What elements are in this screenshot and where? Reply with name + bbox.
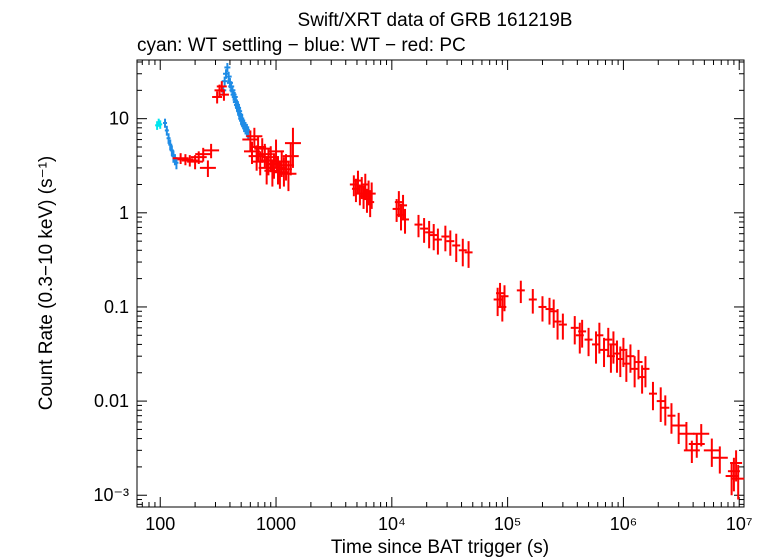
data-point (528, 289, 537, 314)
x-tick-label: 10⁶ (610, 514, 637, 534)
data-point (670, 412, 687, 445)
data-point (619, 337, 628, 368)
data-point (446, 230, 455, 256)
data-point (224, 63, 231, 73)
data-point (199, 160, 216, 178)
data-point (711, 446, 728, 474)
data-point (401, 208, 410, 234)
data-point (429, 224, 438, 251)
data-point (452, 233, 461, 263)
data-point (730, 450, 743, 482)
data-point (420, 218, 429, 243)
data-point (164, 125, 169, 136)
data-point (168, 139, 173, 151)
data-point (464, 241, 473, 268)
x-tick-labels: 100 1000 10⁴ 10⁵ 10⁶ 10⁷ (145, 514, 752, 534)
data-point (622, 351, 631, 382)
data-point (367, 182, 376, 209)
data-point (212, 91, 223, 104)
data-point (693, 424, 710, 447)
x-tick-label: 1000 (256, 514, 296, 534)
x-axis-label: Time since BAT trigger (s) (331, 537, 549, 558)
data-point (553, 309, 562, 340)
data-point (414, 214, 423, 238)
data-point (703, 438, 720, 467)
y-tick-label: 1 (119, 203, 129, 223)
y-tick-label: 10⁻³ (93, 485, 129, 505)
data-point (433, 228, 442, 255)
data-point (656, 387, 665, 422)
axis-ticks (137, 60, 744, 507)
data-point (441, 225, 450, 252)
data-point (353, 170, 362, 194)
data-point (216, 81, 227, 93)
data-point (496, 282, 505, 307)
data-point (648, 381, 657, 411)
data-point (549, 299, 558, 328)
x-tick-label: 10⁴ (378, 514, 406, 534)
data-point (282, 143, 299, 176)
y-axis-label: Count Rate (0.3−10 keV) (s⁻¹) (36, 156, 57, 411)
data-point (661, 395, 670, 426)
data-point (545, 297, 554, 325)
data-points (155, 63, 745, 500)
data-point (225, 71, 232, 83)
y-tick-label: 0.01 (94, 391, 129, 411)
data-point (366, 191, 375, 218)
data-point (203, 143, 220, 159)
data-point (218, 89, 229, 101)
data-point (584, 327, 593, 357)
data-point (425, 220, 434, 249)
data-point (280, 161, 297, 192)
y-tick-label: 0.1 (104, 297, 129, 317)
series-pc (172, 81, 745, 500)
data-point (458, 238, 467, 267)
y-tick-label: 10 (109, 109, 129, 129)
data-point (604, 327, 613, 357)
data-point (626, 344, 635, 373)
series-wt-settling (155, 118, 163, 130)
data-point (500, 285, 509, 312)
data-point (634, 349, 643, 380)
data-point (273, 150, 290, 178)
data-point (558, 313, 567, 340)
data-point (678, 421, 695, 451)
plot-frame (136, 59, 745, 508)
data-point (166, 133, 171, 144)
data-point (538, 296, 547, 322)
data-point (158, 120, 163, 129)
data-point (284, 127, 301, 168)
data-point (630, 356, 639, 388)
data-point (570, 316, 579, 345)
data-point (578, 319, 587, 348)
data-point (595, 322, 604, 354)
x-tick-label: 100 (145, 514, 175, 534)
x-tick-label: 10⁵ (494, 514, 521, 534)
data-point (600, 337, 609, 368)
chart-subtitle: cyan: WT settling − blue: WT − red: PC (137, 35, 466, 56)
data-point (246, 127, 263, 148)
data-point (732, 464, 745, 500)
data-point (641, 356, 650, 388)
data-point (394, 191, 403, 218)
data-point (516, 280, 525, 304)
data-point (163, 118, 168, 128)
data-point (667, 403, 676, 434)
data-point (399, 194, 408, 220)
x-tick-label: 10⁷ (726, 514, 753, 534)
data-point (254, 138, 271, 163)
chart-title: Swift/XRT data of GRB 161219B (298, 10, 573, 31)
y-tick-labels: 10⁻³ 0.01 0.1 1 10 (93, 109, 129, 506)
